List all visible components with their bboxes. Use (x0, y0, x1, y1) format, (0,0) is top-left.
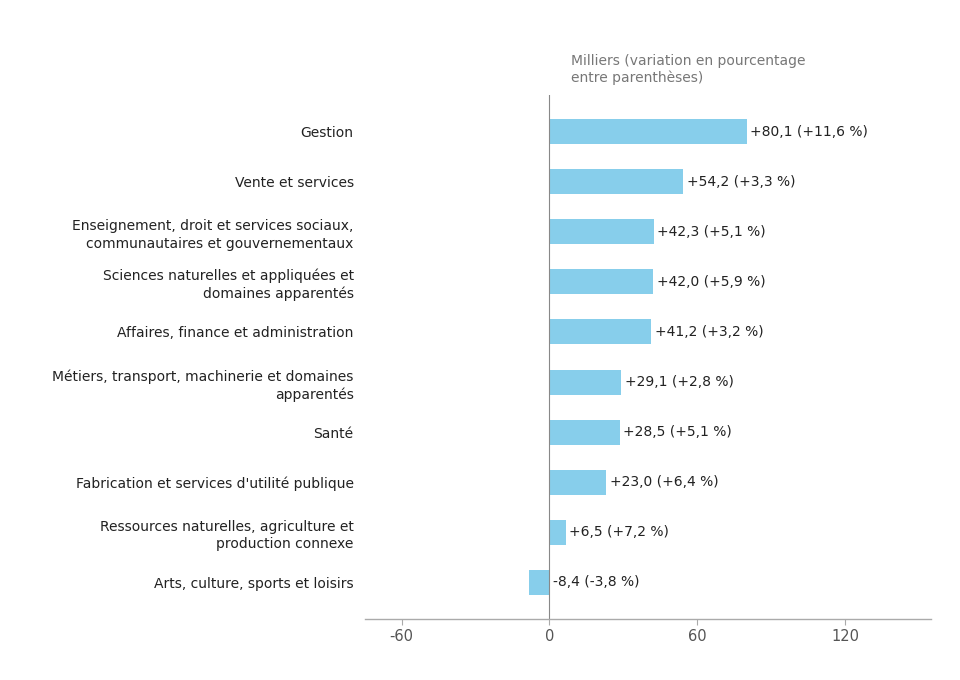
Bar (549, 269, 653, 294)
Bar (549, 119, 747, 144)
Bar (549, 520, 565, 545)
Text: +23,0 (+6,4 %): +23,0 (+6,4 %) (610, 475, 718, 490)
Text: -8,4 (-3,8 %): -8,4 (-3,8 %) (553, 575, 639, 590)
Text: +41,2 (+3,2 %): +41,2 (+3,2 %) (655, 325, 763, 339)
Text: +28,5 (+5,1 %): +28,5 (+5,1 %) (623, 425, 732, 439)
Text: +80,1 (+11,6 %): +80,1 (+11,6 %) (751, 124, 868, 139)
Text: +42,3 (+5,1 %): +42,3 (+5,1 %) (658, 224, 766, 239)
Bar (549, 169, 683, 194)
Bar (529, 570, 549, 595)
Text: +6,5 (+7,2 %): +6,5 (+7,2 %) (569, 526, 669, 539)
Text: Milliers (variation en pourcentage
entre parenthèses): Milliers (variation en pourcentage entre… (571, 54, 805, 85)
Text: +42,0 (+5,9 %): +42,0 (+5,9 %) (657, 275, 765, 289)
Text: +54,2 (+3,3 %): +54,2 (+3,3 %) (686, 175, 795, 188)
Bar (549, 470, 606, 495)
Bar (549, 420, 620, 445)
Bar (549, 320, 651, 345)
Text: +29,1 (+2,8 %): +29,1 (+2,8 %) (625, 375, 733, 389)
Bar (549, 219, 654, 244)
Bar (549, 369, 621, 394)
